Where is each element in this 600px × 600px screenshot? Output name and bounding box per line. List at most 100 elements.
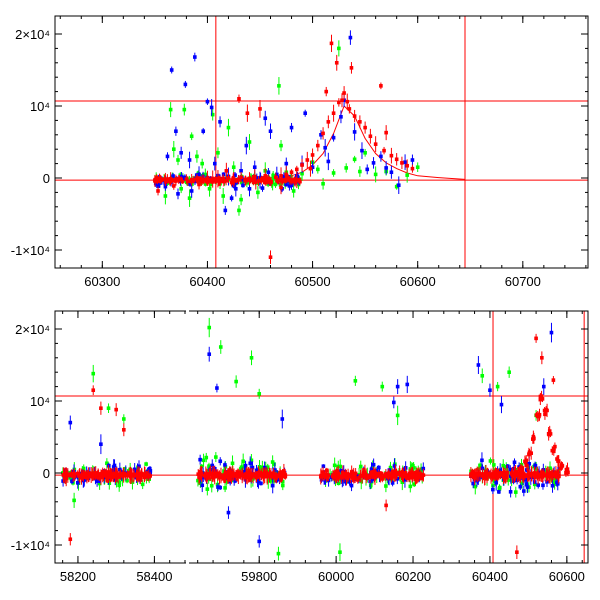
data-point <box>259 177 264 182</box>
data-point <box>255 176 259 180</box>
data-point <box>144 462 148 466</box>
data-point <box>132 467 137 472</box>
data-point <box>217 177 222 182</box>
data-point <box>380 384 385 389</box>
data-point <box>471 481 475 486</box>
data-point <box>322 474 327 479</box>
data-point <box>403 160 407 164</box>
data-point <box>538 394 543 399</box>
data-point <box>410 464 414 468</box>
data-point <box>195 178 200 183</box>
data-point <box>231 473 235 477</box>
data-point <box>360 148 364 153</box>
data-point <box>513 490 518 494</box>
data-point <box>371 161 376 165</box>
data-point <box>294 178 299 182</box>
data-point <box>373 472 378 477</box>
data-point <box>533 463 537 468</box>
data-point <box>188 182 192 186</box>
data-point <box>201 129 206 133</box>
data-point <box>537 412 542 417</box>
data-point <box>349 66 354 70</box>
data-point <box>99 473 104 478</box>
data-point <box>545 480 549 484</box>
data-point <box>358 473 363 478</box>
data-point <box>125 478 129 483</box>
data-point <box>196 478 200 483</box>
data-point <box>106 406 111 410</box>
data-point <box>193 55 197 59</box>
data-point <box>395 413 400 418</box>
data-point <box>289 183 294 188</box>
data-point <box>204 455 209 460</box>
data-point <box>278 182 283 187</box>
data-point <box>68 537 73 542</box>
data-point <box>509 471 514 475</box>
data-point <box>524 482 529 487</box>
data-point <box>373 172 378 177</box>
data-point <box>555 480 559 485</box>
data-point <box>397 470 402 475</box>
data-point <box>275 172 279 177</box>
data-point <box>250 465 255 470</box>
x-tick-label: 60300 <box>84 274 120 289</box>
data-point <box>91 371 96 376</box>
data-point <box>536 483 541 487</box>
data-point <box>392 464 397 468</box>
data-point <box>105 461 109 466</box>
data-point <box>228 479 232 484</box>
data-point <box>544 473 549 478</box>
data-point <box>389 170 394 175</box>
data-point <box>270 483 275 488</box>
data-point <box>210 177 215 181</box>
data-point <box>548 466 552 470</box>
data-point <box>266 170 271 175</box>
data-point <box>216 485 220 489</box>
data-point <box>273 475 278 479</box>
data-point <box>64 476 68 481</box>
data-point <box>234 178 239 183</box>
data-point <box>180 179 185 184</box>
data-point <box>388 465 393 470</box>
data-point <box>148 469 153 473</box>
data-point <box>338 550 342 554</box>
data-point <box>226 176 231 180</box>
data-point <box>97 481 102 486</box>
data-point <box>263 470 268 474</box>
data-point <box>187 196 192 200</box>
data-point <box>336 481 341 486</box>
data-point <box>556 459 561 464</box>
data-point <box>88 471 93 476</box>
data-point <box>384 130 388 135</box>
data-point <box>363 125 367 130</box>
data-point <box>75 473 79 478</box>
data-point <box>239 169 243 173</box>
data-point <box>480 473 485 478</box>
data-point <box>382 474 386 478</box>
data-point <box>488 388 492 392</box>
data-point <box>107 481 112 486</box>
data-point <box>483 475 487 480</box>
data-point <box>282 469 286 473</box>
data-point <box>189 189 194 193</box>
data-point <box>176 192 180 196</box>
data-point <box>205 176 210 181</box>
data-point <box>219 473 223 477</box>
data-point <box>224 169 229 173</box>
data-point <box>233 173 237 177</box>
data-point <box>519 474 524 479</box>
data-point <box>249 356 254 360</box>
data-point <box>473 484 478 489</box>
data-point <box>224 479 229 484</box>
data-point <box>294 167 299 172</box>
y-tick-label: -1×10⁴ <box>11 243 50 258</box>
data-point <box>247 140 252 144</box>
data-point <box>214 455 218 459</box>
data-point <box>131 473 136 478</box>
data-point <box>125 472 130 477</box>
data-point <box>156 189 160 193</box>
data-point <box>123 473 128 478</box>
data-point <box>395 477 400 481</box>
data-point <box>198 457 202 462</box>
